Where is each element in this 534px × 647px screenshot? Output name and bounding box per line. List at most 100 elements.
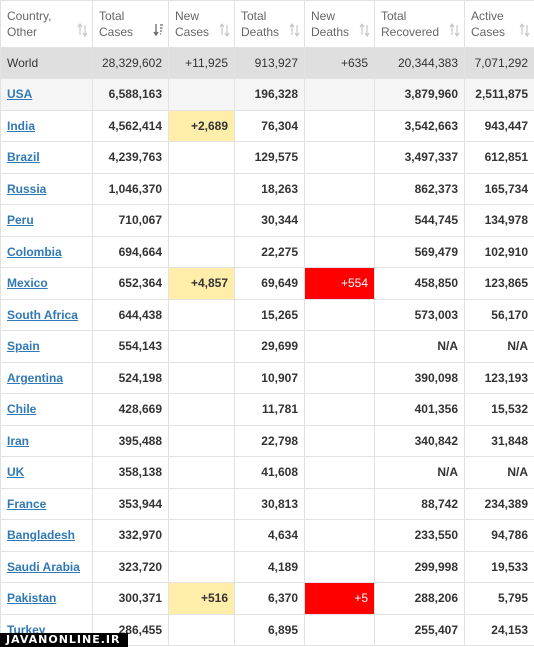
- new-cases-cell: [168, 613, 235, 646]
- total-recovered-cell: 3,879,960: [374, 78, 465, 111]
- column-header-new-deaths[interactable]: New Deaths: [304, 0, 375, 48]
- country-link[interactable]: Iran: [7, 433, 30, 448]
- country-cell: Iran: [0, 424, 93, 457]
- country-link[interactable]: USA: [7, 87, 33, 102]
- new-deaths-cell: [304, 519, 375, 552]
- total-deaths-cell: 30,344: [234, 204, 305, 237]
- new-cases-cell: +2,689: [168, 109, 235, 142]
- country-link[interactable]: Russia: [7, 181, 47, 196]
- total-deaths-cell: 15,265: [234, 298, 305, 331]
- total-cases-cell: 323,720: [92, 550, 169, 583]
- total-cases-cell: 554,143: [92, 330, 169, 363]
- total-recovered-cell: N/A: [374, 456, 465, 489]
- total-deaths-cell: 69,649: [234, 267, 305, 300]
- table-row: Peru 710,067 30,344 544,745 134,978: [0, 204, 534, 237]
- country-link[interactable]: South Africa: [7, 307, 78, 322]
- total-recovered-cell: 233,550: [374, 519, 465, 552]
- new-deaths-cell: [304, 613, 375, 646]
- country-link[interactable]: UK: [7, 465, 25, 480]
- active-cases-cell: 5,795: [464, 582, 534, 615]
- sort-both-icon: [449, 23, 460, 37]
- table-row: Bangladesh 332,970 4,634 233,550 94,786: [0, 519, 534, 552]
- country-link[interactable]: Saudi Arabia: [7, 559, 80, 574]
- active-cases-cell: 94,786: [464, 519, 534, 552]
- new-cases-cell: [168, 487, 235, 520]
- country-cell: Saudi Arabia: [0, 550, 93, 583]
- country-link[interactable]: Peru: [7, 213, 34, 228]
- country-cell: France: [0, 487, 93, 520]
- column-header-new-cases[interactable]: New Cases: [168, 0, 235, 48]
- total-cases-cell: 28,329,602: [92, 47, 169, 79]
- new-deaths-cell: [304, 109, 375, 142]
- total-cases-cell: 652,364: [92, 267, 169, 300]
- country-cell: Peru: [0, 204, 93, 237]
- new-deaths-cell: [304, 456, 375, 489]
- country-cell: Pakistan: [0, 582, 93, 615]
- active-cases-cell: N/A: [464, 456, 534, 489]
- total-deaths-cell: 10,907: [234, 361, 305, 394]
- new-cases-cell: [168, 235, 235, 268]
- country-link[interactable]: India: [7, 118, 36, 133]
- new-cases-cell: [168, 424, 235, 457]
- total-recovered-cell: 458,850: [374, 267, 465, 300]
- country-link[interactable]: France: [7, 496, 47, 511]
- country-link[interactable]: Colombia: [7, 244, 62, 259]
- total-cases-cell: 395,488: [92, 424, 169, 457]
- table-header-row: Country, Other Total Cases New Cases Total D…: [0, 0, 534, 48]
- sort-both-icon: [219, 23, 230, 37]
- column-header-total-deaths[interactable]: Total Deaths: [234, 0, 305, 48]
- total-deaths-cell: 18,263: [234, 172, 305, 205]
- total-deaths-cell: 4,189: [234, 550, 305, 583]
- country-cell: Colombia: [0, 235, 93, 268]
- new-cases-cell: +11,925: [168, 47, 235, 79]
- total-cases-cell: 644,438: [92, 298, 169, 331]
- column-header-country[interactable]: Country, Other: [0, 0, 93, 48]
- active-cases-cell: 123,193: [464, 361, 534, 394]
- country-link[interactable]: Bangladesh: [7, 528, 76, 543]
- table-row: Iran 395,488 22,798 340,842 31,848: [0, 424, 534, 457]
- country-link[interactable]: Brazil: [7, 150, 40, 165]
- new-cases-cell: [168, 298, 235, 331]
- new-deaths-cell: [304, 298, 375, 331]
- total-deaths-cell: 22,798: [234, 424, 305, 457]
- country-link[interactable]: Spain: [7, 339, 40, 354]
- active-cases-cell: 102,910: [464, 235, 534, 268]
- country-cell: India: [0, 109, 93, 142]
- total-cases-cell: 6,588,163: [92, 78, 169, 111]
- active-cases-cell: 2,511,875: [464, 78, 534, 111]
- country-cell: Argentina: [0, 361, 93, 394]
- table-row: India 4,562,414 +2,689 76,304 3,542,663 943,4…: [0, 109, 534, 142]
- total-cases-cell: 524,198: [92, 361, 169, 394]
- column-header-total-recovered[interactable]: Total Recovered: [374, 0, 465, 48]
- new-deaths-cell: [304, 235, 375, 268]
- table-row: Russia 1,046,370 18,263 862,373 165,734: [0, 172, 534, 205]
- total-cases-cell: 358,138: [92, 456, 169, 489]
- country-cell: World: [0, 47, 93, 79]
- table-row: Mexico 652,364 +4,857 69,649 +554 458,850 123,…: [0, 267, 534, 300]
- country-link[interactable]: Argentina: [7, 370, 64, 385]
- total-recovered-cell: 862,373: [374, 172, 465, 205]
- total-recovered-cell: 3,497,337: [374, 141, 465, 174]
- active-cases-cell: N/A: [464, 330, 534, 363]
- country-link[interactable]: Pakistan: [7, 591, 57, 606]
- new-deaths-cell: [304, 424, 375, 457]
- total-cases-cell: 4,562,414: [92, 109, 169, 142]
- new-cases-cell: [168, 204, 235, 237]
- total-deaths-cell: 913,927: [234, 47, 305, 79]
- total-recovered-cell: 20,344,383: [374, 47, 465, 79]
- country-cell: South Africa: [0, 298, 93, 331]
- table-row: Colombia 694,664 22,275 569,479 102,910: [0, 235, 534, 268]
- new-cases-cell: [168, 172, 235, 205]
- country-link[interactable]: Chile: [7, 402, 37, 417]
- country-cell: Russia: [0, 172, 93, 205]
- world-total-row: World 28,329,602 +11,925 913,927 +635 20…: [0, 47, 534, 79]
- total-deaths-cell: 129,575: [234, 141, 305, 174]
- column-header-active-cases[interactable]: Active Cases: [464, 0, 534, 48]
- column-header-total-cases[interactable]: Total Cases: [92, 0, 169, 48]
- new-deaths-cell: [304, 141, 375, 174]
- new-cases-cell: [168, 456, 235, 489]
- country-link[interactable]: Mexico: [7, 276, 48, 291]
- total-deaths-cell: 22,275: [234, 235, 305, 268]
- total-cases-cell: 286,455: [92, 613, 169, 646]
- table-row: South Africa 644,438 15,265 573,003 56,170: [0, 298, 534, 331]
